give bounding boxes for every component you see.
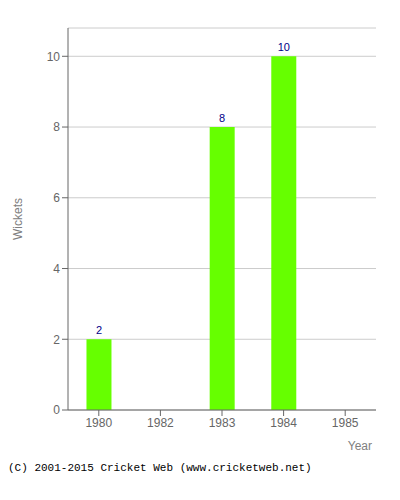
svg-text:8: 8 [219,112,225,124]
svg-text:1982: 1982 [147,416,174,430]
svg-text:1985: 1985 [332,416,359,430]
svg-text:Wickets: Wickets [11,198,25,240]
svg-text:6: 6 [53,191,60,205]
svg-text:8: 8 [53,120,60,134]
svg-text:0: 0 [53,403,60,417]
svg-text:1983: 1983 [209,416,236,430]
svg-text:10: 10 [278,41,290,53]
svg-text:10: 10 [47,50,61,64]
svg-text:2: 2 [96,324,102,336]
svg-text:1980: 1980 [85,416,112,430]
html-text:(C) 2001-2015 Cricket Web (www: (C) 2001-2015 Cricket Web (www.cricketwe… [8,462,312,474]
svg-text:1984: 1984 [270,416,297,430]
svg-text:Year: Year [348,439,372,453]
svg-text:4: 4 [53,262,60,276]
svg-text:2: 2 [53,333,60,347]
